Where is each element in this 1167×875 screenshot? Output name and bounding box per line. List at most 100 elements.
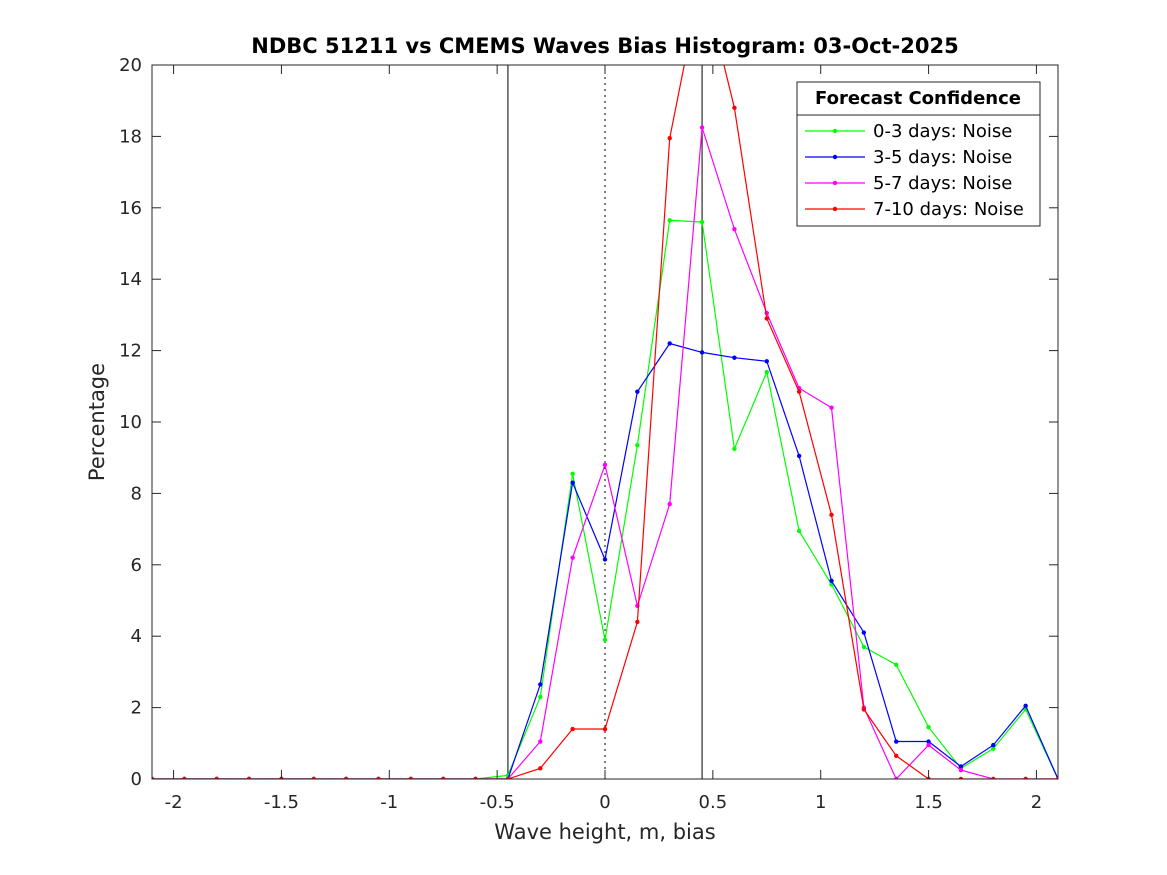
data-point	[1023, 776, 1028, 779]
data-point	[894, 753, 899, 758]
legend-swatch-marker	[832, 154, 838, 160]
legend-title: Forecast Confidence	[815, 88, 1021, 109]
data-point	[958, 776, 964, 779]
data-point	[894, 776, 899, 779]
data-point	[473, 776, 478, 779]
data-point	[958, 767, 964, 773]
x-tick-label: 1	[815, 792, 826, 813]
data-point	[1055, 776, 1058, 779]
legend-box	[796, 81, 1041, 227]
series-group	[152, 65, 1058, 779]
data-point	[214, 776, 219, 779]
data-point	[570, 726, 575, 732]
y-tick-label: 6	[131, 555, 142, 576]
data-point	[926, 742, 931, 748]
data-point	[538, 694, 543, 700]
x-tick-label: -0.5	[480, 792, 515, 813]
data-point	[538, 682, 543, 687]
data-point	[343, 776, 349, 779]
data-point	[926, 739, 931, 744]
data-point	[182, 776, 187, 779]
data-point	[667, 341, 672, 346]
data-point	[408, 776, 414, 779]
data-point	[570, 480, 575, 485]
legend-entry-label: 3-5 days: Noise	[873, 147, 1012, 168]
data-point	[796, 453, 802, 459]
x-tick-label: -1	[380, 792, 398, 813]
data-point	[635, 619, 640, 625]
data-point	[1023, 703, 1028, 709]
y-axis: 0 2 4 6 8 10 12 14 16 18 20	[119, 55, 1058, 790]
data-point	[570, 555, 575, 560]
data-point	[796, 528, 802, 534]
data-point	[796, 389, 802, 394]
data-point	[764, 369, 769, 375]
legend-entry-label: 7-10 days: Noise	[873, 199, 1024, 220]
legend: Forecast Confidence 0-3 days: Noise 3-5 d…	[796, 81, 1041, 227]
y-tick-label: 20	[119, 55, 142, 76]
reference-lines	[507, 65, 703, 779]
data-point	[861, 644, 867, 650]
data-point	[699, 219, 705, 225]
data-point	[570, 471, 575, 476]
data-point	[246, 776, 252, 779]
y-tick-label: 0	[131, 769, 142, 790]
legend-swatch-marker	[832, 128, 838, 134]
data-point	[538, 739, 543, 744]
data-point	[635, 443, 640, 448]
chart-title: NDBC 51211 vs CMEMS Waves Bias Histogram…	[251, 34, 958, 58]
data-point	[602, 726, 608, 732]
data-point	[667, 501, 672, 507]
data-point	[667, 218, 672, 223]
data-point	[732, 355, 737, 360]
y-tick-label: 14	[119, 269, 142, 290]
data-point	[376, 776, 381, 779]
legend-entry-label: 5-7 days: Noise	[873, 173, 1012, 194]
data-point	[894, 739, 899, 744]
y-tick-label: 4	[131, 626, 142, 647]
data-point	[732, 105, 737, 111]
x-tick-label: 0	[599, 792, 610, 813]
legend-swatch-marker	[832, 206, 838, 212]
data-point	[538, 766, 543, 771]
data-point	[991, 742, 996, 748]
data-point	[732, 227, 737, 232]
x-tick-label: -2	[165, 792, 183, 813]
y-tick-label: 18	[119, 126, 142, 147]
y-tick-label: 10	[119, 412, 142, 433]
data-point	[764, 359, 769, 364]
y-tick-label: 12	[119, 341, 142, 362]
y-tick-label: 16	[119, 198, 142, 219]
data-point	[926, 725, 931, 730]
data-point	[699, 350, 705, 355]
data-point	[505, 776, 511, 779]
data-point	[829, 512, 834, 518]
data-point	[602, 462, 608, 468]
data-point	[764, 316, 769, 321]
x-axis: -2 -1.5 -1 -0.5 0 0.5 1 1.5 2	[165, 65, 1042, 813]
data-point	[602, 637, 608, 642]
data-point	[829, 578, 834, 584]
x-tick-label: 0.5	[699, 792, 728, 813]
data-point	[667, 135, 672, 141]
x-axis-label: Wave height, m, bias	[494, 820, 715, 844]
y-tick-label: 2	[131, 698, 142, 719]
x-tick-label: -1.5	[264, 792, 299, 813]
data-point	[602, 557, 608, 562]
x-tick-label: 1.5	[914, 792, 943, 813]
data-point	[861, 707, 867, 712]
data-point	[441, 776, 446, 779]
y-tick-label: 8	[131, 483, 142, 504]
x-tick-label: 2	[1031, 792, 1042, 813]
data-point	[991, 746, 996, 751]
legend-swatch-marker	[832, 180, 838, 186]
legend-entries: 0-3 days: Noise 3-5 days: Noise 5-7 days: …	[805, 121, 1024, 220]
legend-entry-label: 0-3 days: Noise	[873, 121, 1012, 142]
data-point	[699, 125, 705, 130]
data-point	[732, 446, 737, 451]
data-point	[311, 776, 316, 779]
data-point	[958, 764, 964, 769]
y-axis-label: Percentage	[85, 363, 109, 481]
data-point	[861, 630, 867, 635]
